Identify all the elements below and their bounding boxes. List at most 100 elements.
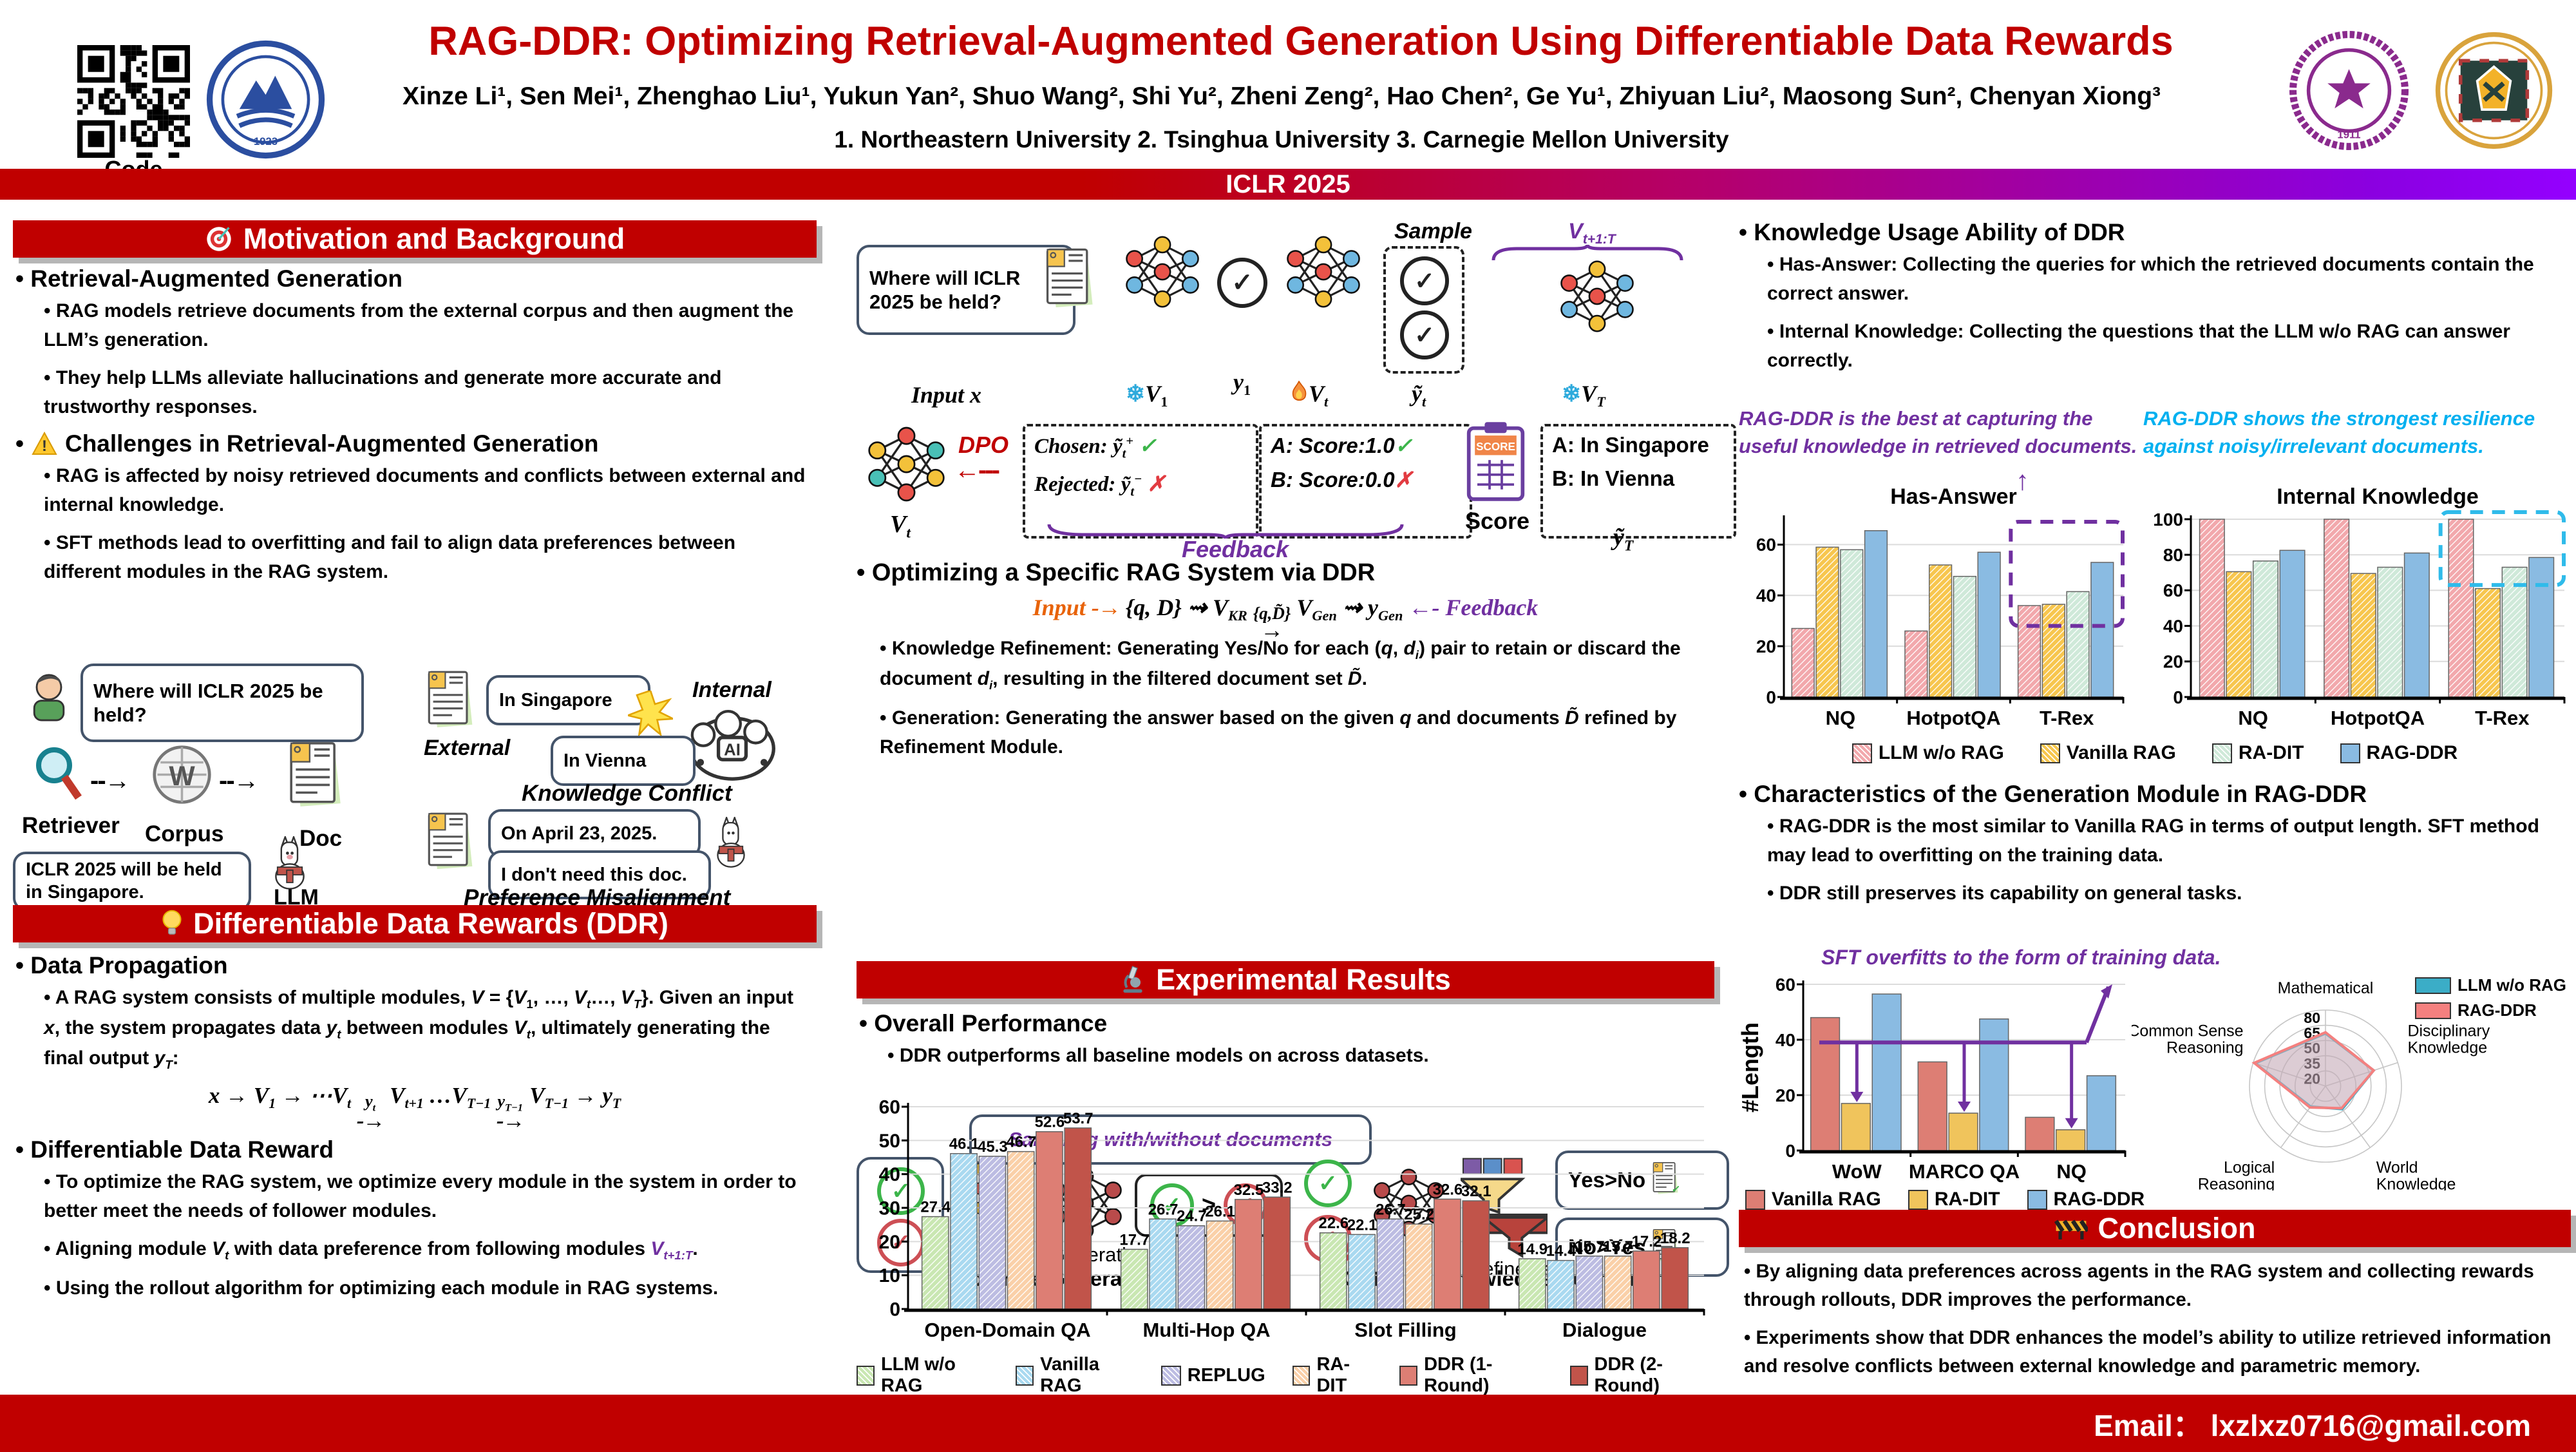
svg-text:80: 80 — [2163, 545, 2183, 565]
section-motivation-header: Motivation and Background — [13, 220, 817, 258]
svg-text:40: 40 — [1776, 1030, 1795, 1050]
data-propagation-bullet: A RAG system consists of multiple module… — [44, 983, 814, 1074]
ddr-bullet-1: To optimize the RAG system, we optimize … — [44, 1167, 814, 1225]
legend-item: Vanilla RAG — [1016, 1354, 1134, 1397]
svg-text:32.5: 32.5 — [1234, 1181, 1264, 1199]
conclusion-bullet-2: Experiments show that DDR enhances the m… — [1744, 1324, 2571, 1381]
singapore-bubble: In Singapore — [486, 675, 650, 725]
ddr-reward-heading: Differentiable Data Reward — [15, 1136, 814, 1163]
svg-text:14.9: 14.9 — [1517, 1241, 1548, 1258]
knowledge-conflict-label: Knowledge Conflict — [522, 781, 732, 806]
conference-banner: ICLR 2025 — [0, 169, 2576, 200]
svg-text:27.4: 27.4 — [920, 1199, 951, 1216]
yT-label: ỹT — [1613, 524, 1634, 555]
svg-text:HotpotQA: HotpotQA — [1906, 707, 2000, 729]
svg-text:18.2: 18.2 — [1660, 1230, 1690, 1247]
svg-text:100: 100 — [2153, 510, 2183, 530]
vt-label: Vt — [1289, 380, 1328, 410]
svg-text:Mathematical: Mathematical — [2278, 979, 2374, 997]
internal-label: Internal — [692, 678, 772, 702]
svg-text:20: 20 — [2304, 1070, 2320, 1087]
section-results-header: Experimental Results — [857, 961, 1714, 998]
arrow: --→ — [219, 767, 260, 795]
cmu-logo-icon — [2434, 31, 2553, 153]
vT-label: ❄VT — [1562, 381, 1605, 410]
svg-text:NQ: NQ — [1826, 707, 1856, 729]
svg-text:T-Rex: T-Rex — [2040, 707, 2094, 729]
y1-label: y1 — [1233, 369, 1251, 399]
legend-item: RAG-DDR — [2340, 742, 2458, 764]
check-bubble-icon: ✓ — [1400, 310, 1449, 359]
document-icon — [287, 740, 342, 810]
score-box: A: Score:1.0✓ B: Score:0.0✗ — [1259, 424, 1472, 539]
length-chart: 0 20 40 60 WoW MARCO QA NQ #Length — [1737, 974, 2132, 1190]
svg-text:32.6: 32.6 — [1433, 1181, 1463, 1198]
overall-performance-chart: 0 10 20 30 40 50 60 27.4 17.7 22.6 14.9 46.1 26.7 22.… — [857, 1090, 1713, 1351]
overall-performance-text: Overall Performance DDR outperforms all … — [859, 1010, 1709, 1079]
rag-heading: Retrieval-Augmented Generation — [15, 265, 814, 292]
northeastern-logo-icon: 1923 — [206, 40, 325, 162]
corpus-label: Corpus — [145, 821, 224, 846]
challenges-bullet-1: RAG is affected by noisy retrieved docum… — [44, 461, 814, 519]
svg-text:32.1: 32.1 — [1461, 1183, 1492, 1200]
svg-text:MARCO QA: MARCO QA — [1909, 1160, 2020, 1183]
vt-policy-network-icon — [866, 424, 947, 508]
corpus-globe-icon: W — [153, 745, 211, 804]
svg-text:WoW: WoW — [1832, 1160, 1882, 1183]
has-answer-bullet: Has-Answer: Collecting the queries for w… — [1767, 250, 2571, 308]
rag-system-formula: Input -→ {q, D} ⇝ VKR {q,D̃} → VGen ⇝ yGe… — [1032, 595, 1539, 643]
ai-brain-icon: AI — [689, 710, 775, 781]
overall-performance-legend: LLM w/o RAG Vanilla RAG REPLUG RA-DIT DDR (1… — [857, 1354, 1713, 1397]
external-doc-icon — [425, 669, 473, 731]
svg-text:15.7: 15.7 — [1603, 1238, 1633, 1256]
ddr-text: Data Propagation A RAG system consists o… — [15, 952, 814, 1312]
svg-text:26.7: 26.7 — [1376, 1201, 1406, 1218]
magnifier-icon — [36, 747, 82, 800]
svg-text:33.2: 33.2 — [1262, 1179, 1293, 1196]
data-propagation-heading: Data Propagation — [15, 952, 814, 979]
svg-text:20: 20 — [879, 1232, 900, 1253]
knowledge-charts-legend: LLM w/o RAG Vanilla RAG RA-DIT RAG-DDR — [1739, 742, 2571, 764]
svg-text:Multi-Hop QA: Multi-Hop QA — [1142, 1319, 1270, 1341]
yes-bubble-icon: ✓ — [1304, 1160, 1352, 1207]
svg-text:20: 20 — [1756, 636, 1776, 656]
svg-text:Slot Filling: Slot Filling — [1354, 1319, 1456, 1341]
vt2-label: Vt — [890, 511, 911, 542]
purple-arrow-icon: ↑ — [2016, 465, 2029, 495]
svg-text:26.1: 26.1 — [1205, 1203, 1235, 1220]
legend-item: RAG-DDR — [2027, 1189, 2145, 1210]
svg-text:Dialogue: Dialogue — [1562, 1319, 1647, 1341]
overall-performance-heading: Overall Performance — [859, 1010, 1709, 1037]
svg-text:22.1: 22.1 — [1347, 1216, 1378, 1234]
chosen-rejected-box: Chosen: ỹt+ ✓ Rejected: ỹt− ✗ — [1023, 424, 1258, 539]
score-clipboard-icon: SCORE — [1466, 422, 1525, 501]
svg-text:24.7: 24.7 — [1177, 1208, 1207, 1225]
feedback-label: Feedback — [1182, 536, 1289, 562]
right-column: Knowledge Usage Ability of DDR Has-Answe… — [1737, 219, 2571, 1395]
warning-icon: ! — [32, 432, 57, 455]
length-chart-legend: Vanilla RAG RA-DIT RAG-DDR — [1739, 1189, 2151, 1210]
internal-knowledge-chart: 0 20 40 60 80 100 NQ HotpotQA T-Rex Internal Know… — [2137, 477, 2570, 738]
qr-code-icon — [77, 45, 190, 158]
svg-text:60: 60 — [1776, 975, 1795, 995]
legend-item: RA-DIT — [2211, 742, 2304, 764]
svg-text:SCORE: SCORE — [1476, 441, 1515, 453]
kept-doc-icon: ✓ — [1651, 1161, 1680, 1200]
sft-note: SFT overfitts to the form of training da… — [1821, 946, 2221, 969]
legend-item: RAG-DDR — [2415, 1000, 2566, 1020]
vienna-bubble: In Vienna — [551, 736, 696, 786]
svg-text:17.7: 17.7 — [1119, 1231, 1150, 1248]
external-label: External — [424, 736, 511, 760]
svg-text:W: W — [169, 761, 195, 792]
svg-text:15.7: 15.7 — [1575, 1238, 1605, 1256]
svg-text:#Length: #Length — [1739, 1022, 1763, 1113]
svg-text:22.6: 22.6 — [1318, 1215, 1349, 1232]
document-icon — [1043, 246, 1094, 311]
check-bubble-icon: ✓ — [1217, 258, 1267, 308]
rag-bullet-1: RAG models retrieve documents from the e… — [44, 296, 814, 354]
module-vt-network-icon — [1285, 233, 1362, 314]
ddr-bullet-3: Using the rollout algorithm for optimizi… — [44, 1274, 814, 1303]
svg-text:60: 60 — [879, 1097, 900, 1118]
check-bubble-icon: ✓ — [1400, 256, 1449, 305]
